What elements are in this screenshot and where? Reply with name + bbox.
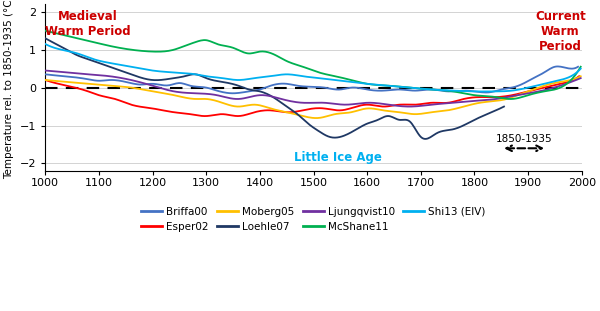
Y-axis label: Temperature rel. to 1850-1935 (°C): Temperature rel. to 1850-1935 (°C): [4, 0, 14, 179]
Text: Current
Warm
Period: Current Warm Period: [535, 10, 586, 53]
Legend: Briffa00, Esper02, Moberg05, Loehle07, Ljungqvist10, McShane11, Shi13 (EIV): Briffa00, Esper02, Moberg05, Loehle07, L…: [137, 202, 490, 236]
Text: Little Ice Age: Little Ice Age: [294, 151, 382, 164]
Text: Medieval
Warm Period: Medieval Warm Period: [46, 10, 131, 38]
Text: 1850-1935: 1850-1935: [496, 134, 552, 144]
